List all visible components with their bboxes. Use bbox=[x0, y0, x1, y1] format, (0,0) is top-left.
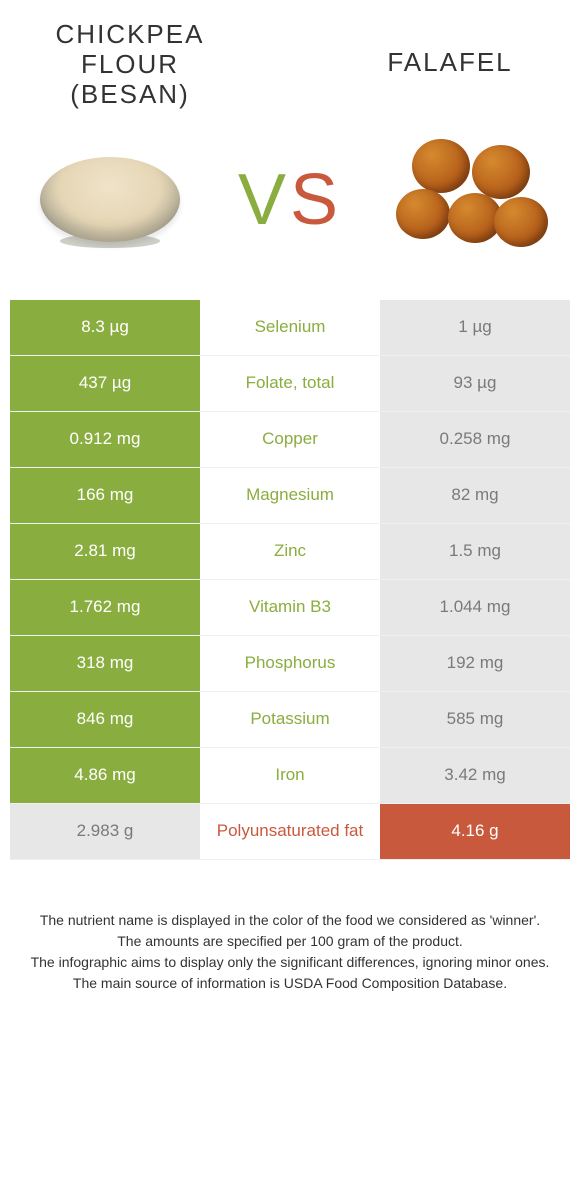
left-food-image bbox=[30, 130, 190, 270]
right-value-cell: 1 µg bbox=[380, 300, 570, 355]
header: Chickpea flour (besan) Falafel bbox=[10, 20, 570, 120]
table-row: 4.86 mgIron3.42 mg bbox=[10, 748, 570, 804]
left-value-cell: 0.912 mg bbox=[10, 412, 200, 467]
footer-notes: The nutrient name is displayed in the co… bbox=[10, 860, 570, 994]
images-row: VS bbox=[10, 120, 570, 300]
vs-v: V bbox=[238, 160, 290, 240]
right-value-cell: 1.5 mg bbox=[380, 524, 570, 579]
left-value-cell: 8.3 µg bbox=[10, 300, 200, 355]
right-value-cell: 3.42 mg bbox=[380, 748, 570, 803]
nutrient-table: 8.3 µgSelenium1 µg437 µgFolate, total93 … bbox=[10, 300, 570, 860]
vs-s: S bbox=[290, 160, 342, 240]
flour-bowl-icon bbox=[40, 157, 180, 242]
nutrient-name-cell: Potassium bbox=[200, 692, 380, 747]
left-food-title: Chickpea flour (besan) bbox=[30, 20, 230, 110]
table-row: 437 µgFolate, total93 µg bbox=[10, 356, 570, 412]
table-row: 846 mgPotassium585 mg bbox=[10, 692, 570, 748]
table-row: 2.81 mgZinc1.5 mg bbox=[10, 524, 570, 580]
right-value-cell: 1.044 mg bbox=[380, 580, 570, 635]
right-value-cell: 93 µg bbox=[380, 356, 570, 411]
right-food-image bbox=[390, 130, 550, 270]
nutrient-name-cell: Polyunsaturated fat bbox=[200, 804, 380, 859]
nutrient-name-cell: Vitamin B3 bbox=[200, 580, 380, 635]
nutrient-name-cell: Folate, total bbox=[200, 356, 380, 411]
vs-label: VS bbox=[238, 159, 342, 241]
table-row: 1.762 mgVitamin B31.044 mg bbox=[10, 580, 570, 636]
right-food-title: Falafel bbox=[350, 20, 550, 78]
table-row: 166 mgMagnesium82 mg bbox=[10, 468, 570, 524]
nutrient-name-cell: Zinc bbox=[200, 524, 380, 579]
right-value-cell: 4.16 g bbox=[380, 804, 570, 859]
table-row: 8.3 µgSelenium1 µg bbox=[10, 300, 570, 356]
left-value-cell: 166 mg bbox=[10, 468, 200, 523]
right-title-text: Falafel bbox=[387, 47, 512, 77]
table-row: 2.983 gPolyunsaturated fat4.16 g bbox=[10, 804, 570, 860]
left-value-cell: 2.81 mg bbox=[10, 524, 200, 579]
nutrient-name-cell: Copper bbox=[200, 412, 380, 467]
right-value-cell: 192 mg bbox=[380, 636, 570, 691]
left-value-cell: 437 µg bbox=[10, 356, 200, 411]
right-value-cell: 82 mg bbox=[380, 468, 570, 523]
left-value-cell: 1.762 mg bbox=[10, 580, 200, 635]
left-value-cell: 2.983 g bbox=[10, 804, 200, 859]
left-title-line2: flour bbox=[81, 49, 179, 79]
table-row: 0.912 mgCopper0.258 mg bbox=[10, 412, 570, 468]
right-value-cell: 585 mg bbox=[380, 692, 570, 747]
right-value-cell: 0.258 mg bbox=[380, 412, 570, 467]
footer-line-4: The main source of information is USDA F… bbox=[30, 973, 550, 994]
nutrient-name-cell: Phosphorus bbox=[200, 636, 380, 691]
nutrient-name-cell: Iron bbox=[200, 748, 380, 803]
nutrient-name-cell: Selenium bbox=[200, 300, 380, 355]
left-value-cell: 318 mg bbox=[10, 636, 200, 691]
left-title-line1: Chickpea bbox=[56, 19, 205, 49]
footer-line-3: The infographic aims to display only the… bbox=[30, 952, 550, 973]
footer-line-1: The nutrient name is displayed in the co… bbox=[30, 910, 550, 931]
left-value-cell: 846 mg bbox=[10, 692, 200, 747]
left-value-cell: 4.86 mg bbox=[10, 748, 200, 803]
falafel-icon bbox=[390, 135, 550, 265]
left-title-line3: (besan) bbox=[70, 79, 189, 109]
footer-line-2: The amounts are specified per 100 gram o… bbox=[30, 931, 550, 952]
table-row: 318 mgPhosphorus192 mg bbox=[10, 636, 570, 692]
nutrient-name-cell: Magnesium bbox=[200, 468, 380, 523]
